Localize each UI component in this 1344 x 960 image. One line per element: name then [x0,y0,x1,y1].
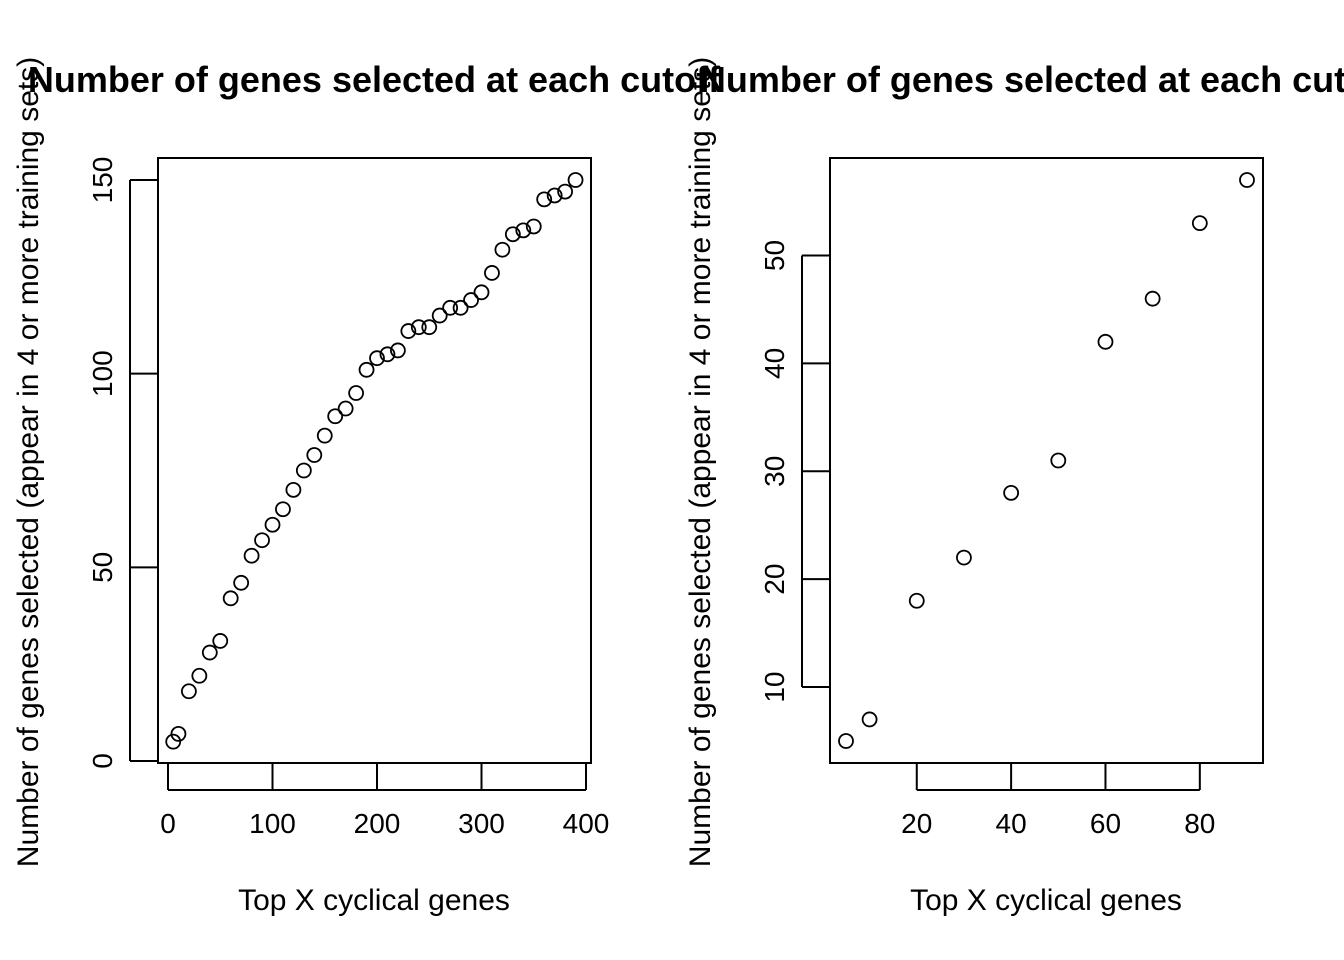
right-x-tick-label: 20 [901,808,932,839]
left-data-point [170,725,187,742]
left-data-point [254,532,270,549]
left-data-point [165,733,182,750]
right-data-point [1003,484,1020,501]
left-data-point [348,385,365,401]
left-data-point [337,400,354,417]
left-data-point [306,447,323,463]
left-data-point [233,574,250,591]
left-data-point [180,683,197,700]
left-data-point [567,172,584,188]
left-y-axis: 0 50 100 150 [87,157,158,769]
left-y-tick-label: 100 [87,350,118,397]
left-data-point [484,265,500,281]
left-data-point [515,222,532,239]
left-panel: 0 100 200 300 400 0 50 100 150 Number of genes … [12,57,721,917]
right-data-point [1050,452,1067,469]
left-chart-title: Number of genes selected at each cutoff [28,59,721,100]
left-x-tick-label: 100 [249,808,296,839]
left-data-point [400,323,417,339]
left-data-point [473,284,490,301]
left-data-point [285,481,302,498]
right-data-point [1097,333,1114,350]
right-chart-title: Number of genes selected at each cutoff [700,59,1344,100]
left-y-axis-label: Number of genes selected (appear in 4 or… [12,57,45,867]
left-data-point [410,319,427,336]
right-x-tick-label: 60 [1090,808,1121,839]
left-data-point [421,319,438,336]
right-x-tick-label: 80 [1184,808,1215,839]
left-data-point [494,241,511,258]
left-x-tick-label: 400 [563,808,610,839]
left-data-point [295,462,312,479]
left-data-point [504,226,521,243]
left-x-tick-label: 300 [458,808,505,839]
left-y-tick-label: 0 [87,753,118,769]
left-data-point [201,644,218,661]
left-data-point [525,218,542,235]
right-plot-frame [829,157,1264,764]
right-data-point [956,549,972,566]
left-y-tick-label: 50 [87,552,118,583]
right-y-axis: 10 20 30 40 50 [759,240,830,703]
left-data-point [546,187,563,204]
right-x-tick-label: 40 [996,808,1027,839]
left-data-point [557,183,573,200]
right-y-axis-label: Number of genes selected (appear in 4 or… [684,57,717,867]
left-data-point [243,547,260,564]
left-data-point [222,590,239,607]
right-y-tick-label: 50 [759,240,790,271]
left-data-point [442,299,459,316]
right-data-points [838,172,1255,749]
right-y-tick-label: 20 [759,564,790,595]
left-data-point [327,408,344,425]
left-data-point [389,342,406,359]
right-y-tick-label: 40 [759,348,790,379]
right-data-point [908,592,925,609]
left-x-axis-label: Top X cyclical genes [238,884,510,917]
left-data-point [358,361,375,378]
right-x-axis: 20 40 60 80 [901,763,1215,839]
right-panel: 20 40 60 80 10 20 30 40 50 Number of genes sele… [684,57,1344,917]
left-x-tick-label: 200 [354,808,401,839]
right-y-tick-label: 10 [759,671,790,702]
right-y-tick-label: 30 [759,456,790,487]
left-data-point [536,191,553,208]
right-data-point [861,711,878,728]
right-x-axis-label: Top X cyclical genes [910,884,1182,917]
right-data-point [1191,215,1208,232]
left-data-point [212,633,229,649]
left-data-point [431,307,448,324]
left-plot-frame [157,157,592,764]
right-data-point [1144,290,1161,307]
left-data-point [452,299,469,316]
left-data-point [369,350,385,367]
left-data-point [275,501,291,518]
left-x-axis: 0 100 200 300 400 [160,763,609,839]
left-data-point [316,427,333,444]
left-data-points [165,172,584,750]
left-data-point [191,667,208,684]
left-x-tick-label: 0 [160,808,176,839]
left-data-point [379,346,396,363]
left-data-point [264,516,281,533]
left-data-point [463,292,479,308]
left-y-tick-label: 150 [87,157,118,204]
right-data-point [1239,172,1255,188]
right-data-point [838,733,854,749]
